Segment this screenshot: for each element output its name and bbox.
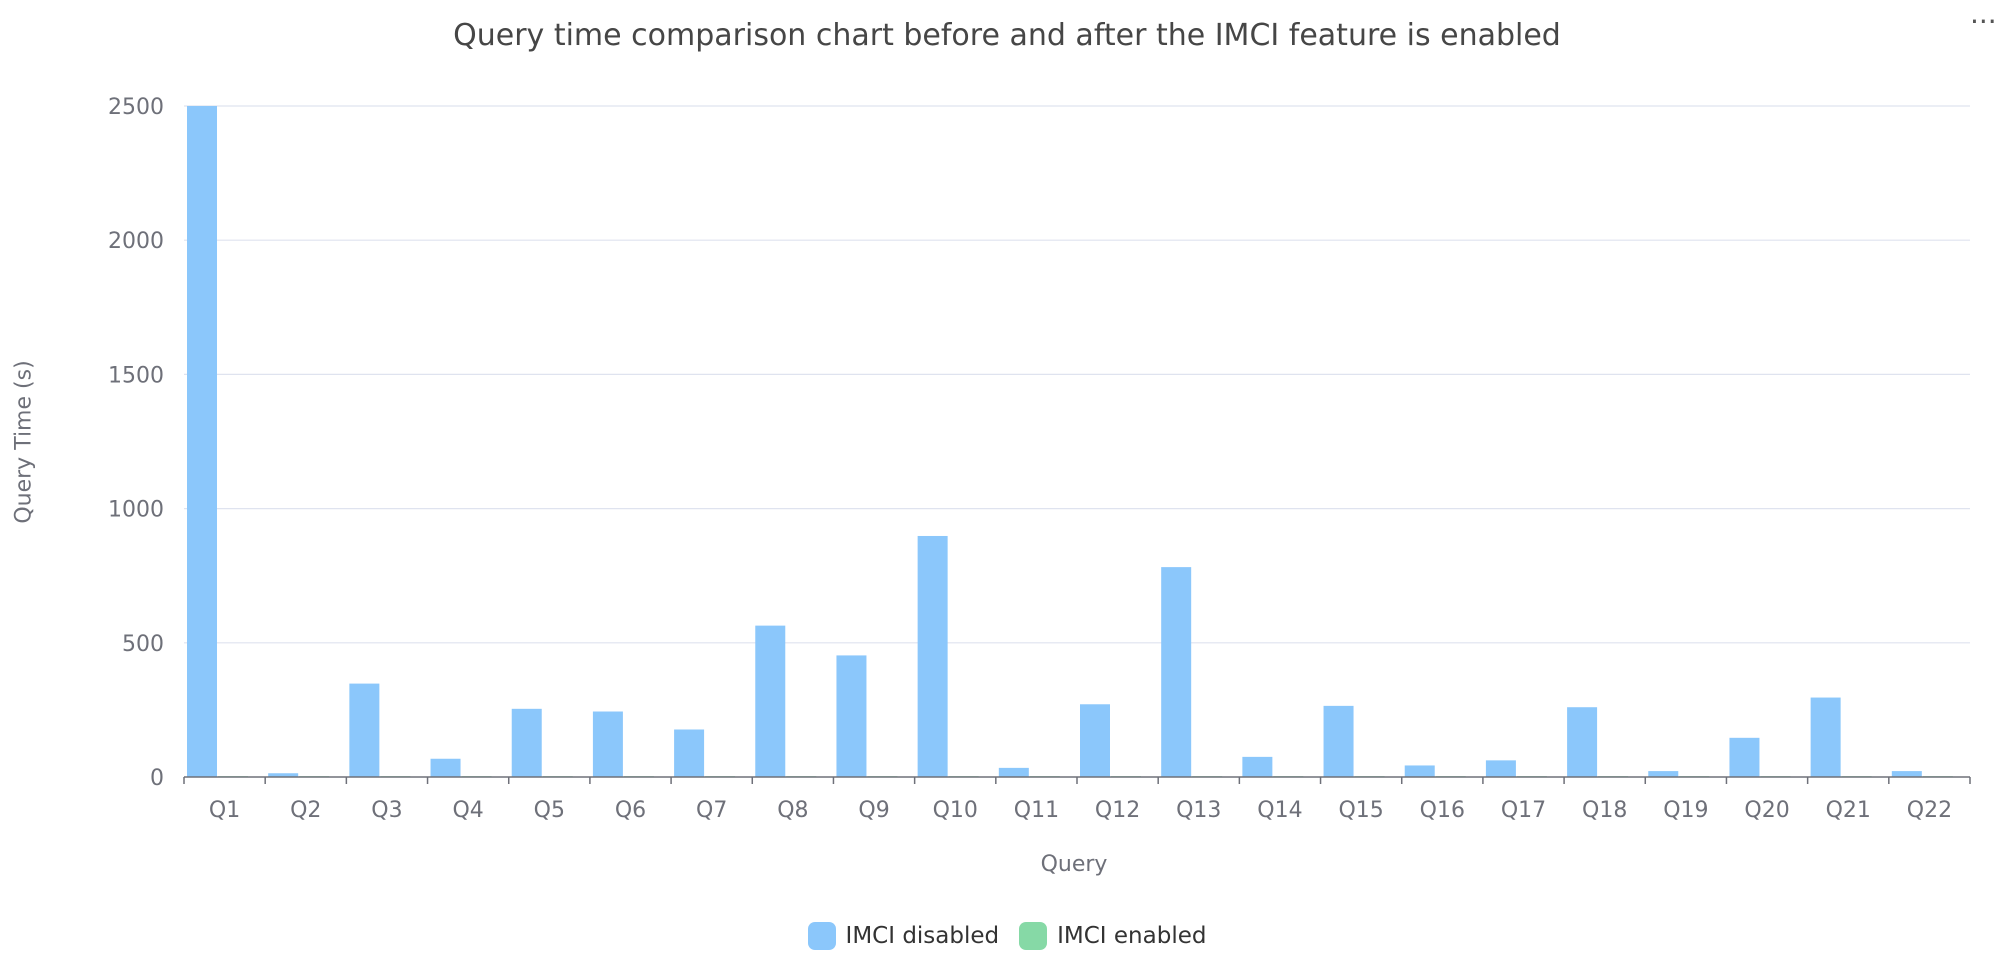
bars bbox=[187, 106, 1953, 777]
bar-imci-disabled-q4 bbox=[430, 758, 461, 777]
bar-imci-disabled-q12 bbox=[1080, 704, 1110, 777]
bar-imci-disabled-q10 bbox=[917, 535, 948, 777]
y-tick-label-1000: 1000 bbox=[108, 498, 164, 523]
axes bbox=[183, 776, 1971, 784]
y-tick-label-0: 0 bbox=[150, 766, 164, 791]
x-tick-label-q12: Q12 bbox=[1095, 798, 1140, 823]
x-tick-label-q14: Q14 bbox=[1257, 798, 1302, 823]
x-tick-label-q7: Q7 bbox=[696, 798, 727, 823]
y-tick-label-2000: 2000 bbox=[108, 229, 164, 254]
x-tick-label-q20: Q20 bbox=[1744, 798, 1789, 823]
x-tick-label-q13: Q13 bbox=[1176, 798, 1221, 823]
legend-swatch-imci-disabled bbox=[807, 922, 836, 950]
y-tick-label-1500: 1500 bbox=[108, 363, 164, 388]
y-tick-label-500: 500 bbox=[122, 632, 164, 657]
bar-imci-disabled-q1 bbox=[187, 106, 217, 777]
x-tick-label-q17: Q17 bbox=[1501, 798, 1546, 823]
x-tick-label-q4: Q4 bbox=[452, 798, 483, 823]
y-tick-label-2500: 2500 bbox=[108, 95, 164, 120]
x-tick-label-q9: Q9 bbox=[858, 798, 889, 823]
x-tick-label-q8: Q8 bbox=[777, 798, 808, 823]
bar-imci-disabled-q11 bbox=[998, 767, 1029, 777]
chart-title: Query time comparison chart before and a… bbox=[453, 18, 1561, 53]
bar-imci-disabled-q21 bbox=[1810, 697, 1841, 777]
x-tick-label-q3: Q3 bbox=[371, 798, 402, 823]
bar-imci-disabled-q3 bbox=[349, 683, 380, 777]
more-horizontal-icon[interactable]: ··· bbox=[1970, 5, 1997, 38]
x-tick-label-q16: Q16 bbox=[1420, 798, 1465, 823]
x-tick-label-q15: Q15 bbox=[1338, 798, 1383, 823]
bar-imci-disabled-q13 bbox=[1161, 567, 1192, 777]
legend: IMCI disabled IMCI enabled bbox=[0, 922, 2014, 950]
bar-imci-disabled-q8 bbox=[755, 625, 786, 777]
bar-imci-disabled-q20 bbox=[1729, 737, 1760, 777]
x-tick-label-q11: Q11 bbox=[1014, 798, 1059, 823]
tick-labels: 0 500 1000 1500 2000 2500 Q1 Q2 Q3 Q4 Q5 Q6 Q7 Q8 Q9 Q1… bbox=[108, 95, 1952, 823]
grid-lines bbox=[184, 105, 1970, 644]
legend-item-imci-disabled[interactable]: IMCI disabled bbox=[807, 922, 1000, 950]
legend-item-imci-enabled[interactable]: IMCI enabled bbox=[1019, 922, 1206, 950]
x-tick-label-q19: Q19 bbox=[1663, 798, 1708, 823]
bar-imci-disabled-q2 bbox=[268, 773, 299, 777]
x-tick-label-q2: Q2 bbox=[290, 798, 321, 823]
bar-imci-disabled-q17 bbox=[1485, 760, 1516, 777]
legend-swatch-imci-enabled bbox=[1019, 922, 1048, 950]
x-tick-label-q22: Q22 bbox=[1907, 798, 1952, 823]
bar-imci-disabled-q6 bbox=[592, 711, 623, 777]
bar-imci-disabled-q16 bbox=[1404, 765, 1435, 777]
x-axis-label: Query bbox=[1040, 852, 1108, 877]
bar-imci-disabled-q22 bbox=[1891, 771, 1922, 777]
bar-imci-disabled-q15 bbox=[1323, 705, 1354, 777]
x-tick-label-q18: Q18 bbox=[1582, 798, 1627, 823]
bar-imci-disabled-q19 bbox=[1648, 771, 1679, 777]
x-tick-label-q21: Q21 bbox=[1826, 798, 1871, 823]
legend-label-imci-enabled: IMCI enabled bbox=[1057, 923, 1207, 949]
bar-imci-disabled-q14 bbox=[1242, 756, 1273, 777]
x-tick-label-q10: Q10 bbox=[933, 798, 978, 823]
x-tick-label-q6: Q6 bbox=[615, 798, 646, 823]
bar-imci-disabled-q7 bbox=[674, 729, 705, 777]
x-tick-label-q1: Q1 bbox=[209, 798, 240, 823]
bar-imci-disabled-q5 bbox=[511, 708, 542, 777]
bar-imci-disabled-q18 bbox=[1567, 707, 1598, 777]
bar-imci-disabled-q9 bbox=[836, 655, 867, 777]
legend-label-imci-disabled: IMCI disabled bbox=[845, 923, 1000, 949]
x-tick-label-q5: Q5 bbox=[534, 798, 565, 823]
